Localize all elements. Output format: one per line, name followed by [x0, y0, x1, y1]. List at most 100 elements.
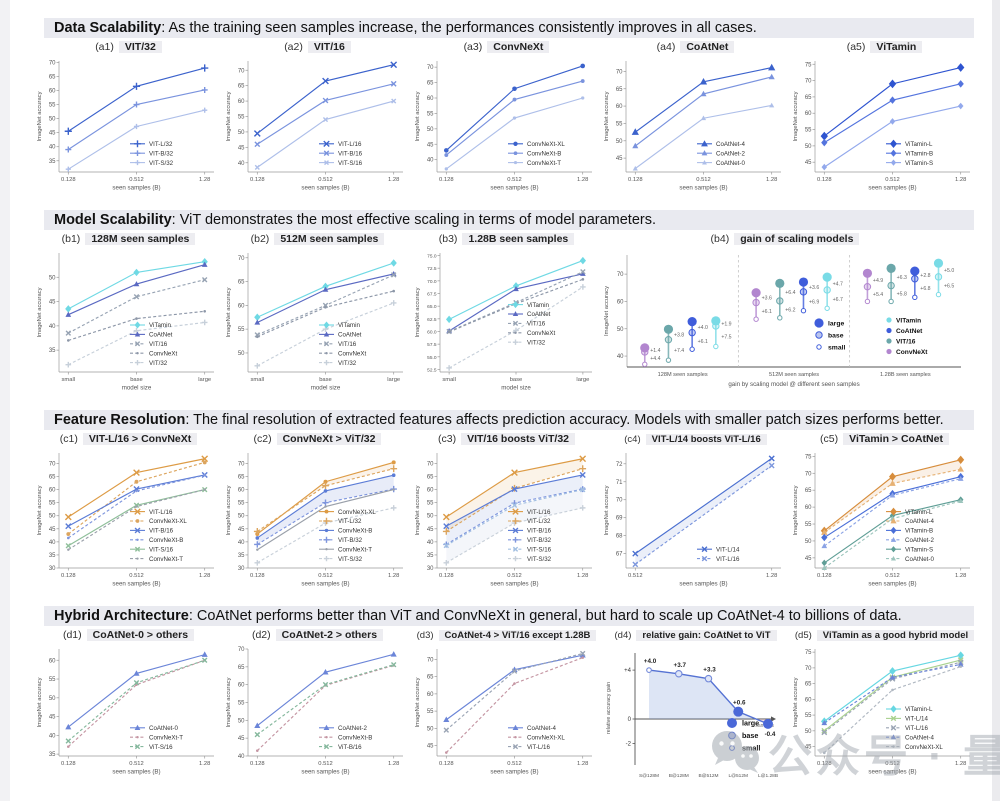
svg-text:60: 60	[805, 697, 812, 703]
svg-text:0.128: 0.128	[61, 761, 76, 767]
svg-text:ViTamin-S: ViTamin-S	[905, 160, 933, 167]
svg-text:65: 65	[805, 488, 812, 494]
svg-text:ImageNet accuracy: ImageNet accuracy	[37, 677, 43, 727]
svg-text:+4.0: +4.0	[644, 658, 657, 665]
svg-text:1.28: 1.28	[766, 573, 777, 579]
svg-text:CoAtNet-4: CoAtNet-4	[905, 518, 934, 525]
svg-text:VIT/32: VIT/32	[149, 360, 168, 367]
chart-label: (b2)	[250, 233, 270, 245]
svg-text:1.28: 1.28	[199, 573, 210, 579]
svg-text:+5.8: +5.8	[897, 292, 907, 298]
svg-text:+7.5: +7.5	[721, 334, 731, 340]
svg-text:VIT-B/32: VIT-B/32	[338, 537, 363, 544]
svg-text:0.128: 0.128	[817, 761, 832, 767]
svg-text:0.512: 0.512	[628, 573, 643, 579]
svg-text:ImageNet accuracy: ImageNet accuracy	[793, 485, 799, 535]
svg-text:seen samples (B): seen samples (B)	[868, 185, 916, 192]
chart-b4-svg: 40 50 60 70 ImageNet accuracy 128M seen sampl…	[604, 255, 961, 388]
svg-text:ConvNeXt-B: ConvNeXt-B	[338, 734, 372, 741]
chart-name: ViTamin as a good hybrid model	[816, 630, 975, 641]
chart-a1: (a1) VIT/32 35 40 45 50 55 60 65 70 0.128 0.512 1.28…	[34, 40, 223, 202]
svg-text:62.5: 62.5	[427, 317, 437, 323]
chart-d2: (d2) CoAtNet-2 > others 40 45 50 55 60 65 70 0.12…	[223, 628, 412, 786]
svg-text:30: 30	[238, 566, 245, 572]
chart-name: ViTamin	[870, 41, 923, 53]
svg-text:CoAtNet: CoAtNet	[896, 328, 923, 335]
svg-text:VIT/16: VIT/16	[896, 338, 916, 345]
chart-a5: (a5) ViTamin 45 50 55 60 65 70 75 0.128 0.512 1.28 s…	[790, 40, 979, 202]
svg-text:45: 45	[427, 744, 434, 750]
svg-text:50: 50	[617, 327, 624, 333]
svg-text:CoAtNet-0: CoAtNet-0	[149, 725, 178, 732]
svg-text:large: large	[576, 377, 589, 383]
chart-a2-svg: 40 45 50 55 60 65 70 0.128 0.512 1.28 seen samples…	[226, 61, 403, 192]
svg-text:ConvNeXt-XL: ConvNeXt-XL	[149, 518, 187, 525]
svg-text:ConvNeXt-XL: ConvNeXt-XL	[905, 744, 943, 751]
chart-title-a3: (a3) ConvNeXt	[412, 40, 601, 55]
svg-text:45: 45	[805, 556, 812, 562]
svg-text:ConvNeXt-XL: ConvNeXt-XL	[527, 141, 565, 148]
svg-text:45: 45	[49, 300, 56, 306]
svg-text:ConvNeXt-B: ConvNeXt-B	[527, 150, 561, 157]
svg-text:CoAtNet-4: CoAtNet-4	[716, 141, 745, 148]
svg-text:65: 65	[238, 84, 245, 90]
svg-text:seen samples (B): seen samples (B)	[112, 769, 160, 776]
chart-title-d4: (d4) relative gain: CoAtNet to ViT	[601, 628, 790, 643]
svg-text:+2.8: +2.8	[920, 273, 930, 279]
svg-text:seen samples (B): seen samples (B)	[679, 185, 727, 192]
svg-text:+3.8: +3.8	[674, 332, 684, 338]
svg-text:1.28: 1.28	[199, 761, 210, 767]
svg-text:0.512: 0.512	[885, 573, 900, 579]
svg-text:60: 60	[427, 692, 434, 698]
svg-text:+5.0: +5.0	[944, 268, 954, 274]
svg-text:ImageNet accuracy: ImageNet accuracy	[37, 91, 43, 141]
svg-text:base: base	[319, 377, 332, 383]
svg-text:0.128: 0.128	[250, 177, 265, 183]
svg-text:ImageNet accuracy: ImageNet accuracy	[415, 485, 421, 535]
svg-text:75: 75	[805, 454, 812, 460]
svg-text:ConvNeXt: ConvNeXt	[149, 350, 177, 357]
chart-c2-svg: 30 35 40 45 50 55 60 65 70 0.128 0.512 1.28 seen sam…	[226, 453, 403, 588]
charts-row-c: (c1) VIT-L/16 > ConvNeXt 30 35 40 45 50 55 60 65 7…	[34, 432, 990, 598]
svg-text:60: 60	[805, 505, 812, 511]
svg-text:gain by scaling model @ differ: gain by scaling model @ different seen s…	[728, 381, 859, 388]
svg-text:70: 70	[427, 461, 434, 467]
svg-text:small: small	[62, 377, 76, 383]
chart-name: ViTamin > CoAtNet	[843, 433, 949, 445]
svg-text:CoAtNet: CoAtNet	[527, 311, 551, 318]
svg-text:65: 65	[238, 475, 245, 481]
svg-text:ViTamin-B: ViTamin-B	[905, 150, 933, 157]
svg-text:55: 55	[805, 522, 812, 528]
svg-text:S@128M: S@128M	[639, 773, 659, 779]
heading-text: : As the training seen samples increase,…	[161, 20, 757, 36]
svg-text:55.0: 55.0	[427, 355, 437, 361]
chart-name: VIT/32	[118, 41, 162, 53]
svg-text:ViTamin: ViTamin	[149, 322, 171, 329]
svg-text:75.0: 75.0	[427, 254, 437, 260]
chart-label: (a3)	[463, 41, 483, 53]
svg-text:71: 71	[616, 480, 623, 486]
svg-text:+1.4: +1.4	[650, 348, 660, 354]
svg-text:60: 60	[49, 89, 56, 95]
svg-text:seen samples (B): seen samples (B)	[112, 185, 160, 192]
svg-text:55: 55	[238, 701, 245, 707]
svg-text:65: 65	[805, 95, 812, 101]
svg-text:50: 50	[49, 117, 56, 123]
svg-text:55: 55	[49, 501, 56, 507]
svg-text:65: 65	[427, 81, 434, 87]
chart-d3: (d3) CoAtNet-4 > ViT/16 except 1.28B 45 50 5…	[412, 628, 601, 786]
section-data-scalability: Data Scalability: As the training seen s…	[14, 18, 990, 202]
chart-label: (d2)	[251, 629, 271, 641]
svg-text:ImageNet accuracy: ImageNet accuracy	[37, 287, 43, 337]
chart-b2: (b2) 512M seen samples 50 55 60 65 70 small base…	[223, 232, 412, 402]
section-hybrid-architecture: Hybrid Architecture: CoAtNet performs be…	[14, 606, 990, 786]
svg-text:seen samples (B): seen samples (B)	[679, 581, 727, 588]
svg-text:base: base	[828, 332, 844, 339]
svg-text:VIT-B/16: VIT-B/16	[527, 528, 552, 535]
svg-text:ViTamin: ViTamin	[527, 302, 549, 309]
chart-label: (b1)	[61, 233, 81, 245]
heading-text: : CoAtNet performs better than ViT and C…	[188, 608, 902, 624]
chart-d4: (d4) relative gain: CoAtNet to ViT +4 0 -2 re…	[601, 628, 790, 786]
svg-text:1.28: 1.28	[577, 761, 588, 767]
